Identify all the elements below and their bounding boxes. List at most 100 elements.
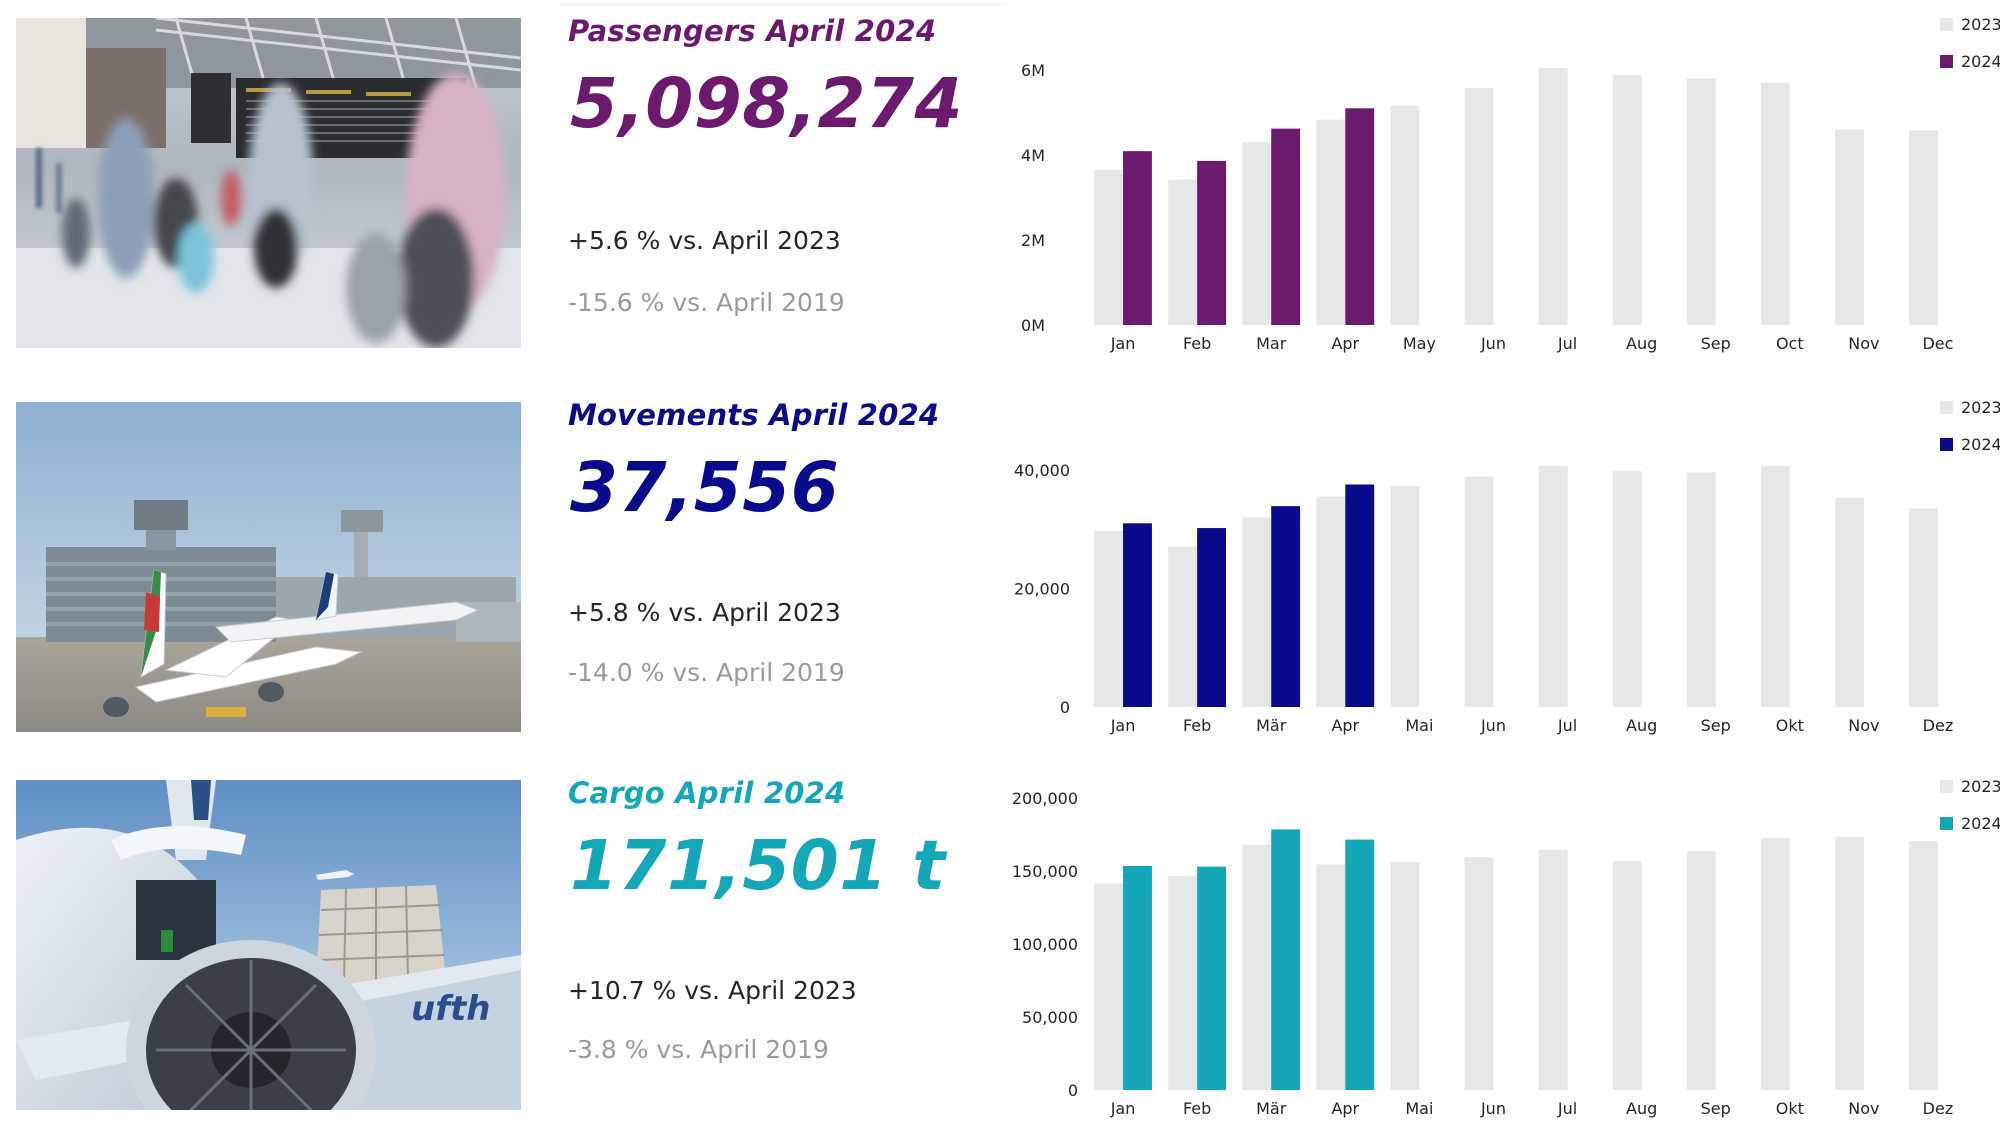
cargo-bar-2023: [1242, 844, 1272, 1090]
movements-legend-swatch: [1940, 438, 1953, 451]
passengers-bar-2024: [1271, 128, 1301, 325]
movements-xtick-label: Dez: [1923, 716, 1954, 735]
passengers-bar-2024: [1345, 108, 1375, 325]
movements-legend-label: 2023: [1961, 398, 2000, 417]
cargo-value: 171,501 t: [570, 826, 946, 906]
movements-xtick-label: Nov: [1848, 716, 1879, 735]
movements-bar-2023: [1390, 485, 1420, 707]
movements-vs-prev-year: +5.8 % vs. April 2023: [568, 598, 841, 627]
movements-bar-2023: [1538, 465, 1568, 707]
passengers-bar-2023: [1538, 67, 1568, 325]
movements-bar-2023: [1242, 517, 1272, 707]
airport-terminal-crowd-photo: [16, 18, 521, 348]
movements-xtick-label: Okt: [1776, 716, 1804, 735]
movements-ytick-label: 0: [1060, 698, 1070, 717]
passengers-xtick-label: Dec: [1922, 334, 1953, 353]
cargo-xtick-label: Feb: [1183, 1099, 1211, 1118]
cargo-legend-swatch: [1940, 817, 1953, 830]
passengers-bar-2023: [1464, 87, 1494, 325]
passengers-ytick-label: 2M: [1021, 231, 1045, 250]
passengers-bar-2023: [1834, 129, 1864, 325]
passengers-kpi: Passengers April 2024 5,098,274 +5.6 % v…: [568, 14, 1008, 344]
svg-text:ufth: ufth: [411, 989, 490, 1029]
top-divider: [560, 4, 1005, 5]
movements-value: 37,556: [570, 448, 840, 528]
movements-xtick-label: Apr: [1331, 716, 1359, 735]
aircraft-apron-tower-photo: [16, 402, 521, 732]
movements-chart: 0 20,000 40,000 Jan Feb Mär Apr Mai Jun Jul Aug Sep…: [1000, 380, 2000, 750]
passengers-bar-2024: [1197, 160, 1227, 325]
passengers-vs-prev-year: +5.6 % vs. April 2023: [568, 226, 841, 255]
passengers-xtick-label: May: [1403, 334, 1436, 353]
cargo-bar-2023: [1538, 849, 1568, 1090]
passengers-xtick-label: Aug: [1626, 334, 1657, 353]
cargo-kpi: Cargo April 2024 171,501 t +10.7 % vs. A…: [568, 776, 1008, 1106]
cargo-ytick-label: 100,000: [1012, 935, 1078, 954]
cargo-section: ufth Cargo April 2024 171,501 t +10.7 % …: [0, 760, 2000, 1129]
passengers-bar-2023: [1390, 105, 1420, 325]
cargo-xtick-label: Jun: [1480, 1099, 1506, 1118]
cargo-chart: 0 50,000 100,000 150,000 200,000 Jan Feb Mär Apr…: [1000, 760, 2000, 1129]
passengers-legend-swatch: [1940, 18, 1953, 31]
passengers-ytick-label: 6M: [1021, 61, 1045, 80]
cargo-bar-2024: [1123, 865, 1152, 1090]
movements-bar-2024: [1123, 523, 1152, 707]
passengers-bar-2023: [1316, 119, 1346, 325]
movements-xtick-label: Mai: [1405, 716, 1433, 735]
movements-bar-2023: [1909, 508, 1938, 707]
movements-title: Movements April 2024: [568, 398, 940, 432]
passengers-bar-2023: [1612, 75, 1642, 325]
movements-bar-2024: [1197, 528, 1227, 707]
passengers-chart: 0M 2M 4M 6M Jan Feb Mar Apr May Jun Jul Aug Sep Oct No…: [1000, 0, 2000, 360]
passengers-bar-2023: [1242, 142, 1272, 325]
passengers-bar-2023: [1168, 179, 1198, 325]
cargo-legend-swatch: [1940, 780, 1953, 793]
cargo-xtick-label: Sep: [1701, 1099, 1731, 1118]
cargo-bar-2023: [1390, 862, 1420, 1090]
cargo-vs-prev-year: +10.7 % vs. April 2023: [568, 976, 857, 1005]
movements-bar-2023: [1464, 476, 1494, 707]
cargo-legend-label: 2023: [1961, 777, 2000, 796]
movements-bar-2024: [1345, 484, 1375, 707]
passengers-vs-2019: -15.6 % vs. April 2019: [568, 288, 845, 317]
passengers-xtick-label: Jun: [1480, 334, 1506, 353]
cargo-title: Cargo April 2024: [568, 776, 846, 810]
passengers-bar-2023: [1094, 169, 1124, 325]
movements-bar-2023: [1094, 531, 1124, 707]
passengers-section: Passengers April 2024 5,098,274 +5.6 % v…: [0, 0, 2000, 360]
passengers-bar-2023: [1760, 82, 1790, 325]
passengers-xtick-label: Apr: [1331, 334, 1359, 353]
movements-legend-swatch: [1940, 401, 1953, 414]
cargo-xtick-label: Jan: [1110, 1099, 1136, 1118]
movements-bar-2023: [1316, 496, 1346, 707]
cargo-vs-2019: -3.8 % vs. April 2019: [568, 1035, 829, 1064]
cargo-ytick-label: 0: [1068, 1081, 1078, 1100]
movements-ytick-label: 20,000: [1014, 580, 1070, 599]
movements-xtick-label: Aug: [1626, 716, 1657, 735]
cargo-ytick-label: 50,000: [1022, 1008, 1078, 1027]
passengers-value: 5,098,274: [570, 64, 963, 144]
cargo-ytick-label: 150,000: [1012, 862, 1078, 881]
cargo-xtick-label: Okt: [1776, 1099, 1804, 1118]
passengers-xtick-label: Mar: [1256, 334, 1287, 353]
cargo-bar-2023: [1760, 838, 1790, 1090]
cargo-bar-2023: [1612, 860, 1642, 1090]
cargo-bar-2023: [1834, 836, 1864, 1090]
passengers-ytick-label: 4M: [1021, 146, 1045, 165]
movements-xtick-label: Feb: [1183, 716, 1211, 735]
cargo-xtick-label: Apr: [1331, 1099, 1359, 1118]
cargo-bar-2023: [1316, 864, 1346, 1090]
movements-vs-2019: -14.0 % vs. April 2019: [568, 658, 845, 687]
cargo-xtick-label: Aug: [1626, 1099, 1657, 1118]
cargo-legend-label: 2024: [1961, 814, 2000, 833]
cargo-bar-2023: [1464, 857, 1494, 1090]
movements-legend-label: 2024: [1961, 435, 2000, 454]
cargo-bar-2024: [1271, 829, 1301, 1090]
passengers-bar-2023: [1909, 130, 1938, 325]
passengers-xtick-label: Jul: [1557, 334, 1577, 353]
movements-bar-2023: [1612, 471, 1642, 707]
cargo-bar-2023: [1094, 883, 1124, 1090]
passengers-title: Passengers April 2024: [568, 14, 937, 48]
cargo-bar-2023: [1686, 851, 1716, 1090]
movements-ytick-label: 40,000: [1014, 461, 1070, 480]
